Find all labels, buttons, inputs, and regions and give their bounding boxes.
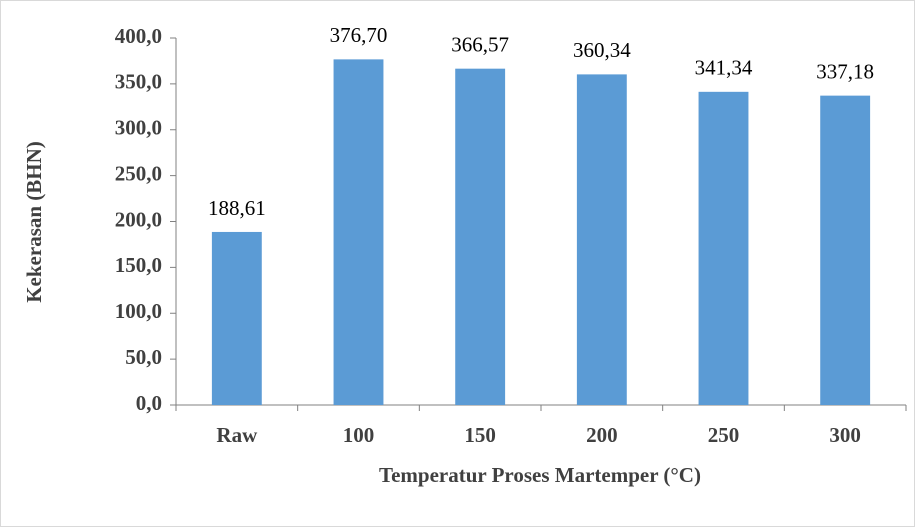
value-label: 337,18: [816, 59, 874, 83]
bar: [820, 95, 871, 405]
value-label: 341,34: [695, 56, 753, 80]
y-tick-label: 0,0: [136, 391, 162, 415]
x-tick-label: 150: [464, 423, 496, 447]
value-label: 188,61: [208, 196, 266, 220]
y-tick-label: 250,0: [115, 161, 162, 185]
bar: [576, 74, 627, 405]
value-label: 360,34: [573, 38, 631, 62]
x-tick-label: 250: [708, 423, 740, 447]
x-tick-label: Raw: [216, 423, 258, 447]
value-label: 366,57: [451, 32, 509, 56]
y-axis-title: Kekerasan (BHN): [22, 141, 46, 303]
y-tick-label: 300,0: [115, 116, 162, 140]
y-tick-label: 200,0: [115, 207, 162, 231]
x-tick-label: 300: [829, 423, 861, 447]
y-tick-label: 350,0: [115, 70, 162, 94]
bar: [211, 231, 262, 405]
x-tick-label: 200: [586, 423, 618, 447]
y-tick-label: 400,0: [115, 24, 162, 48]
bar: [455, 68, 506, 405]
bar: [333, 59, 384, 406]
y-tick-label: 150,0: [115, 253, 162, 277]
x-axis-title: Temperatur Proses Martemper (°C): [379, 463, 701, 487]
y-tick-label: 50,0: [125, 345, 162, 369]
y-tick-label: 100,0: [115, 299, 162, 323]
bar: [698, 91, 749, 405]
value-label: 376,70: [330, 23, 388, 47]
x-tick-label: 100: [343, 423, 375, 447]
